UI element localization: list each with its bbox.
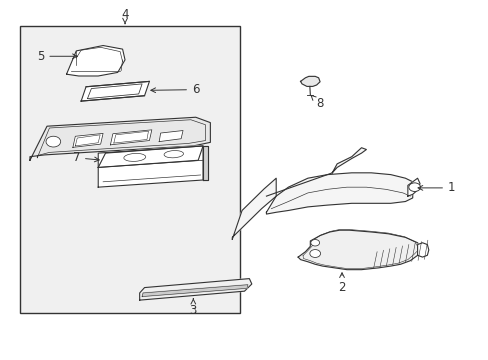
- Polygon shape: [298, 230, 422, 270]
- Polygon shape: [98, 146, 203, 167]
- Circle shape: [310, 239, 319, 246]
- Ellipse shape: [123, 153, 145, 161]
- Ellipse shape: [164, 150, 183, 158]
- Text: 2: 2: [338, 273, 345, 294]
- Polygon shape: [142, 285, 247, 297]
- Polygon shape: [140, 279, 251, 300]
- Polygon shape: [110, 130, 152, 145]
- Text: 8: 8: [310, 95, 323, 111]
- Polygon shape: [159, 131, 183, 141]
- Circle shape: [408, 183, 420, 192]
- Polygon shape: [300, 76, 320, 86]
- Polygon shape: [232, 178, 276, 239]
- Polygon shape: [407, 178, 419, 196]
- Polygon shape: [30, 117, 210, 160]
- Text: 3: 3: [189, 299, 197, 318]
- Text: 1: 1: [417, 181, 454, 194]
- Polygon shape: [417, 243, 428, 257]
- Text: 7: 7: [72, 151, 99, 164]
- Text: 6: 6: [150, 83, 199, 96]
- Polygon shape: [266, 173, 412, 214]
- Polygon shape: [81, 81, 149, 101]
- Polygon shape: [331, 148, 366, 173]
- Ellipse shape: [46, 136, 61, 147]
- Bar: [20, 26, 239, 313]
- Polygon shape: [98, 146, 203, 187]
- Text: 4: 4: [121, 8, 128, 24]
- Polygon shape: [73, 134, 103, 147]
- Polygon shape: [203, 146, 207, 180]
- Circle shape: [309, 249, 320, 257]
- Text: 5: 5: [37, 50, 77, 63]
- Polygon shape: [66, 45, 125, 76]
